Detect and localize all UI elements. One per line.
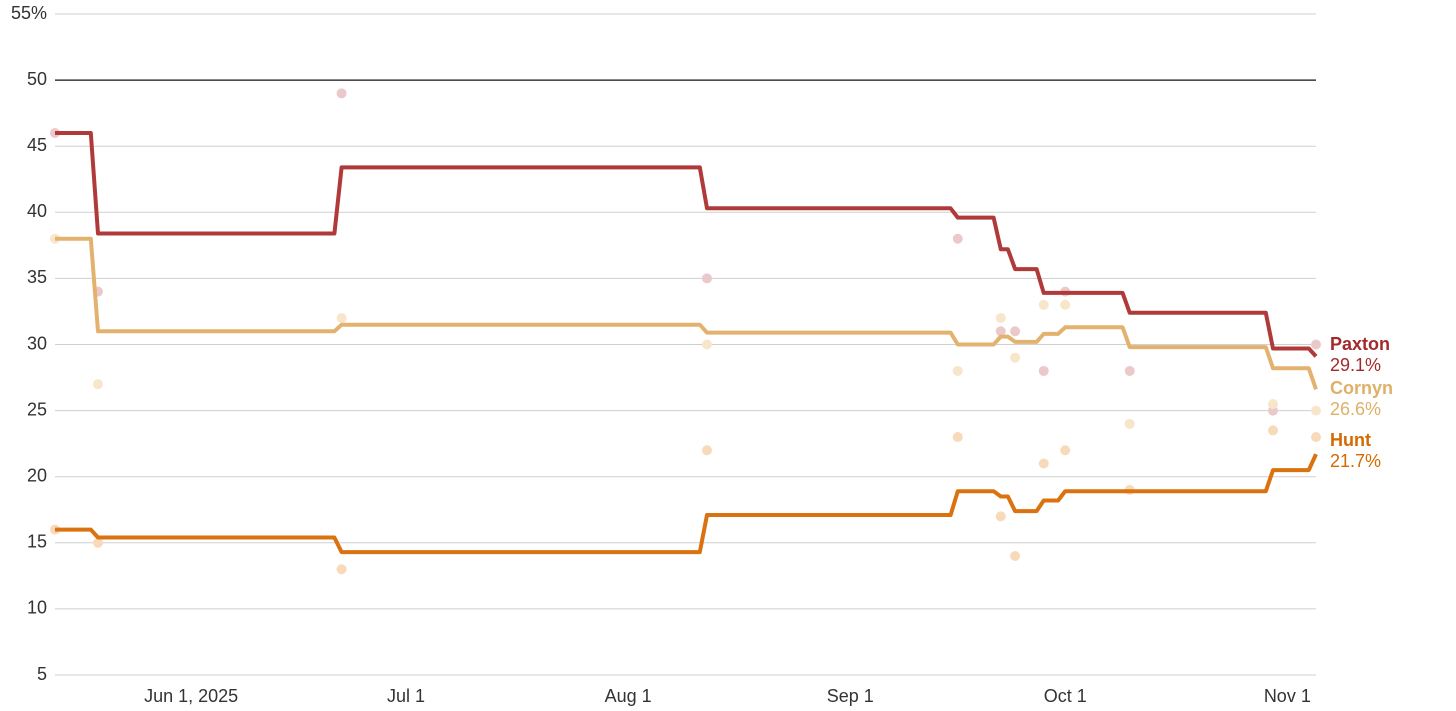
poll-dot (1268, 398, 1279, 409)
x-tick-label: Jun 1, 2025 (144, 686, 238, 706)
poll-dot (1010, 352, 1021, 363)
y-tick-label: 50 (27, 69, 47, 89)
poll-dot (1311, 432, 1321, 443)
poll-dot (1038, 365, 1049, 376)
poll-dot (1060, 299, 1071, 310)
poll-dot (1124, 418, 1135, 429)
series-line (55, 236, 1318, 391)
poll-dot (701, 445, 712, 456)
series-line (55, 131, 1318, 358)
poll-dot (92, 379, 103, 390)
poll-dot (336, 564, 347, 575)
end-value-label: 21.7% (1330, 451, 1381, 471)
x-tick-label: Sep 1 (827, 686, 874, 706)
end-value-label: 26.6% (1330, 399, 1381, 419)
y-tick-label: 20 (27, 465, 47, 485)
poll-dot (1010, 551, 1021, 562)
grid (55, 13, 1316, 676)
y-tick-label: 25 (27, 399, 47, 419)
y-tick-label: 30 (27, 333, 47, 353)
poll-dot (1038, 458, 1049, 469)
poll-dot (1060, 445, 1071, 456)
y-tick-label: 55% (11, 3, 47, 23)
poll-dot (336, 313, 347, 324)
poll-dot (952, 233, 963, 244)
legend-name: Paxton (1330, 334, 1390, 354)
poll-dot (995, 313, 1006, 324)
legend-name: Hunt (1330, 430, 1371, 450)
x-tick-label: Aug 1 (605, 686, 652, 706)
y-tick-label: 40 (27, 201, 47, 221)
poll-dot (1311, 405, 1321, 416)
poll-dot (995, 511, 1006, 522)
polls (50, 233, 1321, 429)
poll-dot (1010, 326, 1021, 337)
y-tick-label: 35 (27, 267, 47, 287)
poll-dot (952, 432, 963, 443)
x-tick-label: Jul 1 (387, 686, 425, 706)
polls (50, 88, 1321, 416)
series-line (55, 453, 1318, 555)
poll-dot (995, 326, 1006, 337)
x-tick-label: Oct 1 (1044, 686, 1087, 706)
poll-dot (1268, 425, 1279, 436)
end-value-label: 29.1% (1330, 355, 1381, 375)
poll-dot (1038, 299, 1049, 310)
poll-dot (952, 365, 963, 376)
poll-dot (701, 273, 712, 284)
x-tick-label: Nov 1 (1264, 686, 1311, 706)
legend-name: Cornyn (1330, 378, 1393, 398)
poll-dot (92, 537, 103, 548)
y-tick-label: 15 (27, 532, 47, 552)
poll-dot (336, 88, 347, 99)
y-tick-label: 45 (27, 135, 47, 155)
y-tick-label: 5 (37, 664, 47, 684)
y-tick-label: 10 (27, 598, 47, 618)
poll-dot (701, 339, 712, 350)
poll-dot (1311, 339, 1321, 350)
poll-dot (1124, 365, 1135, 376)
polls (50, 425, 1321, 575)
